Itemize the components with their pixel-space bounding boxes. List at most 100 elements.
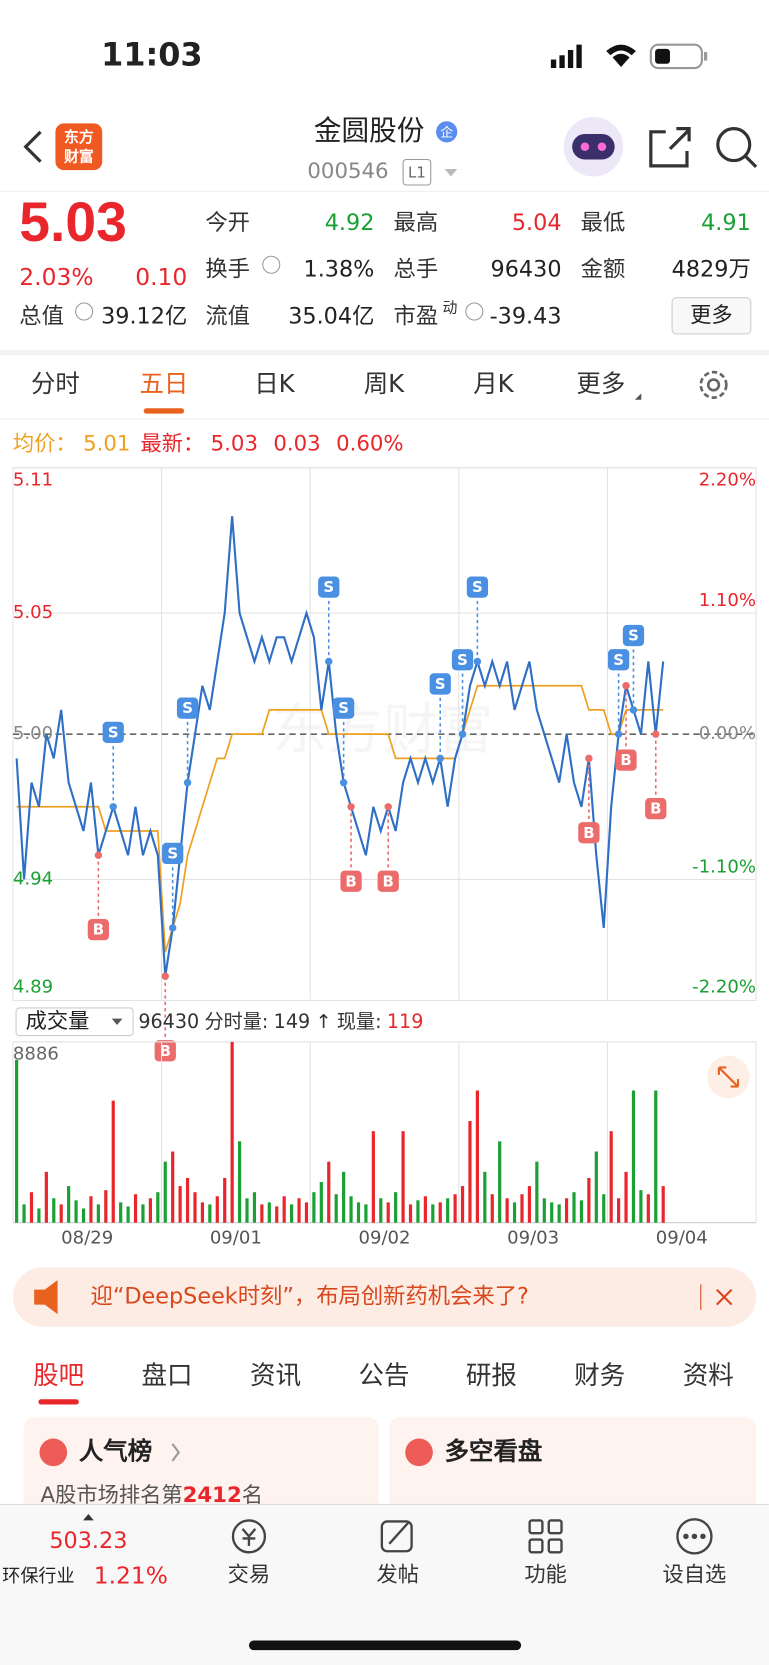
section-tab[interactable]: 财务 (574, 1361, 625, 1391)
marker-badge (645, 797, 667, 820)
volume-bar (542, 1198, 546, 1223)
nav-label[interactable]: 设自选 (663, 1563, 727, 1588)
more-button[interactable] (671, 297, 752, 335)
field-label: 换手 (205, 257, 250, 283)
status-icons (550, 43, 708, 70)
section-tabs: 股吧 盘口 资讯 公告 研报 财务 资料 (33, 1361, 734, 1405)
volume-bar (260, 1204, 264, 1223)
nav-label[interactable]: 功能 (524, 1563, 567, 1588)
bottom-bar (0, 1504, 769, 1665)
share-button[interactable] (649, 127, 691, 168)
section-tab[interactable]: 股吧 (33, 1361, 84, 1391)
volume-bar (215, 1196, 219, 1223)
marker-label: B (345, 872, 356, 890)
info-icon[interactable] (75, 302, 94, 321)
volume-bar (438, 1202, 442, 1223)
tab[interactable]: 日K (254, 369, 295, 398)
assistant-avatar[interactable] (563, 116, 624, 177)
index-value[interactable]: 503.23 (49, 1528, 127, 1554)
section-tab[interactable]: 公告 (358, 1361, 409, 1391)
marker-label: B (383, 872, 394, 890)
legend-value: 5.01 (83, 431, 130, 456)
settings-button[interactable] (699, 370, 728, 399)
marker-label: S (167, 844, 178, 862)
logo-text: 财富 (64, 147, 94, 165)
marker-label: S (628, 627, 639, 645)
info-icon[interactable] (262, 255, 281, 274)
more-button-text[interactable]: 更多 (690, 303, 733, 328)
trade-marker: S (622, 624, 645, 714)
volume-bar (252, 1192, 257, 1223)
section-tab[interactable]: 资讯 (250, 1361, 301, 1391)
close-banner[interactable] (716, 1288, 733, 1306)
section-tab[interactable]: 资料 (683, 1361, 734, 1391)
volume-bar (356, 1202, 361, 1223)
volume-bar (386, 1202, 390, 1223)
volume-bar (408, 1204, 413, 1223)
volume-bar (520, 1194, 524, 1223)
marker-dot (436, 754, 444, 763)
banner-text[interactable]: 迎“DeepSeek时刻”，布局创新药机会来了? (91, 1284, 529, 1310)
trade-marker: S (176, 697, 199, 787)
field-sup: 动 (442, 298, 457, 316)
tab[interactable]: 更多 (576, 369, 625, 398)
volume-bar (564, 1198, 569, 1223)
volume-bar (550, 1202, 554, 1223)
volume-bar (334, 1194, 338, 1223)
card-title: 多空看盘 (445, 1436, 543, 1465)
index-name[interactable]: 环保行业 (2, 1566, 74, 1587)
trade-marker: S (162, 842, 184, 932)
nav-label[interactable]: 交易 (228, 1563, 271, 1588)
volume-bar (505, 1198, 509, 1223)
trade-marker: S (451, 649, 474, 738)
index-change[interactable]: 1.21% (94, 1561, 168, 1589)
volume-bar (74, 1200, 78, 1223)
y2-tick-label: 2.20% (699, 470, 756, 491)
card-icon (405, 1438, 433, 1467)
status-time: 11:03 (101, 35, 202, 73)
tab[interactable]: 月K (473, 369, 514, 398)
nav-label[interactable]: 发帖 (377, 1563, 420, 1588)
volume-bar (126, 1206, 130, 1223)
volume-bar (245, 1198, 249, 1223)
volume-bar (15, 1059, 19, 1223)
volume-info-part: 96430 (138, 1009, 199, 1032)
trade-marker: S (429, 673, 451, 763)
info-icon[interactable] (465, 302, 484, 321)
volume-bar (446, 1198, 450, 1223)
volume-bar (81, 1208, 86, 1223)
marker-badge (615, 749, 637, 771)
marker-label: S (182, 699, 193, 717)
volume-bar (148, 1198, 152, 1223)
expand-button[interactable] (707, 1055, 750, 1099)
chart-tabs: 分时 五日 日K 周K 月K 更多 (31, 369, 625, 414)
y-tick-label: 4.89 (13, 977, 53, 998)
tab[interactable]: 分时 (31, 369, 80, 398)
field-label: 金额 (581, 257, 626, 283)
volume-bar (535, 1161, 539, 1223)
back-button[interactable] (23, 130, 42, 163)
marker-badge (578, 822, 600, 844)
volume-selector-text[interactable]: 成交量 (26, 1009, 90, 1034)
field-label: 最高 (394, 210, 439, 236)
legend-value: 0.03 (273, 431, 320, 456)
volume-bar (349, 1196, 353, 1223)
section-tab[interactable]: 研报 (466, 1361, 517, 1391)
tab[interactable]: 五日 (139, 369, 188, 398)
dropdown[interactable] (444, 169, 458, 177)
marker-label: S (338, 699, 349, 717)
tab[interactable]: 周K (364, 369, 405, 398)
volume-selector[interactable] (15, 1007, 134, 1037)
volume-bar (609, 1131, 613, 1223)
marker-dot (347, 803, 355, 811)
marker-badge (340, 870, 362, 892)
volume-bar (282, 1196, 286, 1223)
volume-bar (527, 1186, 532, 1223)
search-button[interactable] (716, 127, 758, 169)
marker-dot (458, 730, 467, 738)
banner[interactable] (12, 1267, 757, 1327)
section-tab[interactable]: 盘口 (142, 1361, 193, 1391)
